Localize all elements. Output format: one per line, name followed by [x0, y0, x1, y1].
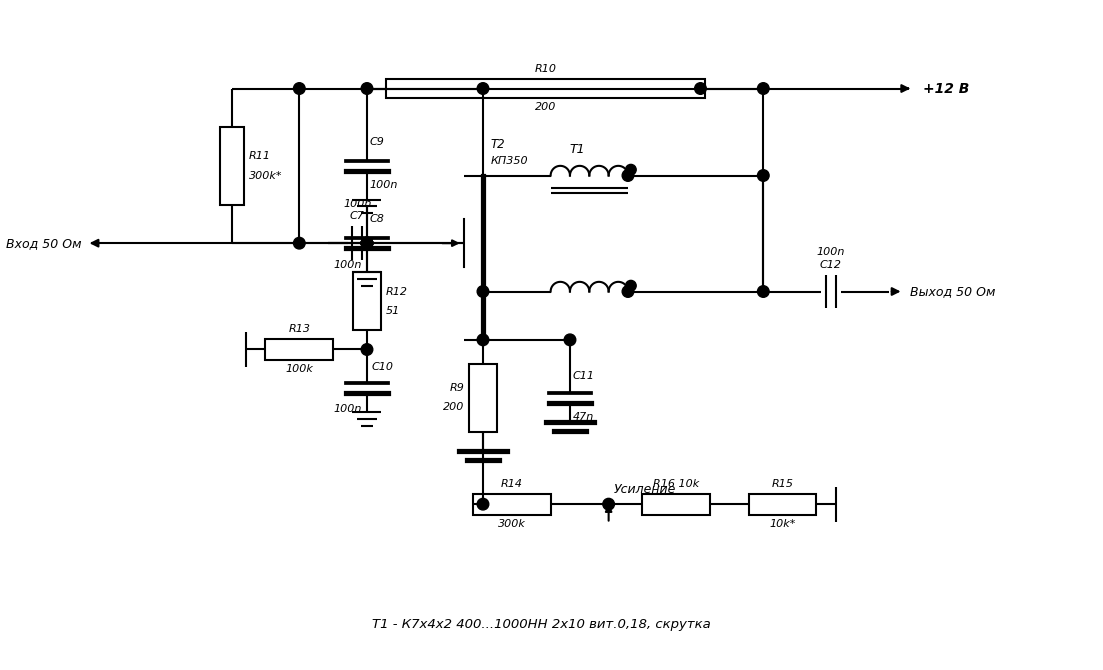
Circle shape: [478, 498, 489, 510]
Circle shape: [603, 498, 614, 510]
Text: R16 10k: R16 10k: [653, 478, 699, 488]
Text: 47n: 47n: [572, 412, 595, 422]
Text: Вход 50 Ом: Вход 50 Ом: [7, 237, 82, 250]
Circle shape: [361, 237, 373, 249]
Circle shape: [478, 334, 489, 346]
Text: R12: R12: [385, 287, 407, 297]
Circle shape: [361, 82, 373, 94]
Bar: [642, 494, 710, 515]
Circle shape: [361, 237, 373, 249]
Bar: [219, 127, 244, 204]
Text: T1 - К7х4х2 400...1000НН 2х10 вит.0,18, скрутка: T1 - К7х4х2 400...1000НН 2х10 вит.0,18, …: [372, 618, 710, 632]
Circle shape: [758, 285, 769, 297]
Circle shape: [622, 285, 634, 297]
Text: 100k: 100k: [286, 364, 313, 374]
Text: C9: C9: [370, 137, 385, 147]
Circle shape: [625, 280, 636, 291]
Bar: [749, 494, 816, 515]
Text: 100n: 100n: [334, 261, 362, 271]
Text: T1: T1: [570, 143, 586, 156]
Text: C10: C10: [372, 362, 394, 372]
Circle shape: [478, 82, 489, 94]
Text: C12: C12: [820, 260, 842, 270]
Text: R14: R14: [501, 478, 523, 488]
Circle shape: [361, 237, 373, 249]
Text: 100n: 100n: [334, 405, 362, 415]
Text: R9: R9: [450, 383, 464, 393]
Circle shape: [478, 285, 489, 297]
Text: R10: R10: [535, 64, 557, 74]
Bar: [386, 79, 705, 98]
Text: 100n: 100n: [816, 247, 845, 257]
Text: 300k: 300k: [499, 519, 526, 529]
Text: 200: 200: [443, 403, 464, 413]
Circle shape: [695, 82, 706, 94]
Text: 100n: 100n: [343, 199, 372, 209]
Text: 200: 200: [535, 102, 557, 112]
Circle shape: [361, 237, 373, 249]
Circle shape: [758, 82, 769, 94]
Text: T2: T2: [491, 138, 505, 151]
Circle shape: [361, 344, 373, 355]
Text: C11: C11: [572, 371, 595, 381]
Text: 100n: 100n: [370, 180, 398, 190]
Text: 51: 51: [385, 306, 399, 316]
Text: 10k*: 10k*: [770, 519, 795, 529]
Bar: [353, 272, 381, 330]
Text: Усиление: Усиление: [613, 484, 676, 496]
Text: C7: C7: [350, 212, 365, 221]
Circle shape: [758, 170, 769, 182]
Circle shape: [293, 82, 306, 94]
Text: Выход 50 Ом: Выход 50 Ом: [910, 285, 996, 298]
Circle shape: [293, 237, 306, 249]
Circle shape: [361, 237, 373, 249]
Text: R11: R11: [248, 151, 270, 161]
Text: R13: R13: [288, 324, 310, 334]
Text: R15: R15: [772, 478, 794, 488]
Text: КП350: КП350: [491, 156, 528, 166]
Circle shape: [564, 334, 576, 346]
Bar: [473, 494, 550, 515]
Circle shape: [622, 170, 634, 182]
Bar: [266, 339, 333, 360]
Text: C8: C8: [370, 214, 385, 224]
Text: 300k*: 300k*: [248, 170, 282, 180]
Circle shape: [625, 164, 636, 175]
Bar: [470, 364, 496, 431]
Text: +12 В: +12 В: [923, 82, 970, 96]
